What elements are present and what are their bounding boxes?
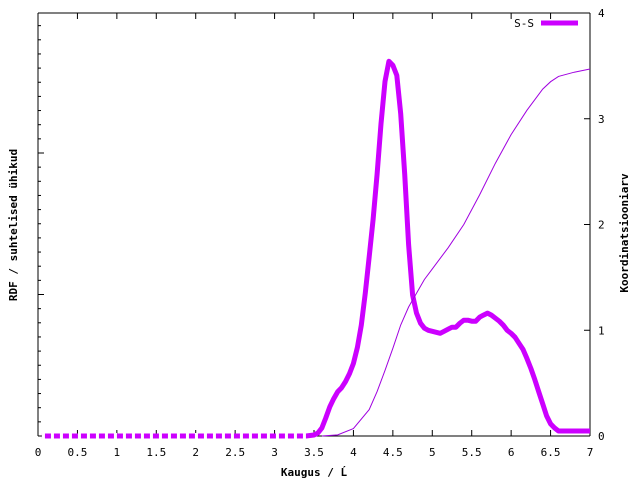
x-tick-label: 0.5 [67, 446, 87, 459]
x-tick-label: 5.5 [462, 446, 482, 459]
x-tick-label: 4.5 [383, 446, 403, 459]
x-tick-label: 2 [192, 446, 199, 459]
y2-tick-label: 0 [598, 430, 605, 443]
y-axis-title: RDF / suhtelised ühikud [7, 149, 20, 301]
right-axis-ticks: 0 1 2 3 4 [584, 7, 605, 443]
x-tick-label: 7 [587, 446, 594, 459]
y2-tick-label: 2 [598, 219, 605, 232]
coordination-series-line [321, 68, 591, 437]
plot-frame [37, 12, 591, 437]
x-tick-label: 1 [114, 446, 121, 459]
series-layer [41, 58, 591, 439]
x-tick-label: 4 [350, 446, 357, 459]
rdf-series-line [41, 58, 590, 439]
x-tick-label: 3.5 [304, 446, 324, 459]
legend-label: S-S [514, 17, 534, 30]
x-tick-label: 3 [271, 446, 278, 459]
x-tick-label: 6.5 [541, 446, 561, 459]
x-tick-label: 6 [508, 446, 515, 459]
left-axis-ticks [38, 25, 44, 437]
x-axis-ticks: 0 0.5 1 1.5 2 2.5 3 3.5 4 4.5 5 5.5 6 6.5 7 [35, 13, 594, 459]
x-tick-label: 1.5 [146, 446, 166, 459]
y2-axis-title: Koordinatsiooniarv [618, 173, 631, 293]
y2-tick-label: 4 [598, 7, 605, 20]
y2-tick-label: 3 [598, 113, 605, 126]
y2-tick-label: 1 [598, 324, 605, 337]
x-tick-label: 0 [35, 446, 42, 459]
legend: S-S [514, 17, 578, 30]
x-tick-label: 5 [429, 446, 436, 459]
x-tick-label: 2.5 [225, 446, 245, 459]
x-axis-title: Kaugus / Ĺ [281, 466, 348, 479]
